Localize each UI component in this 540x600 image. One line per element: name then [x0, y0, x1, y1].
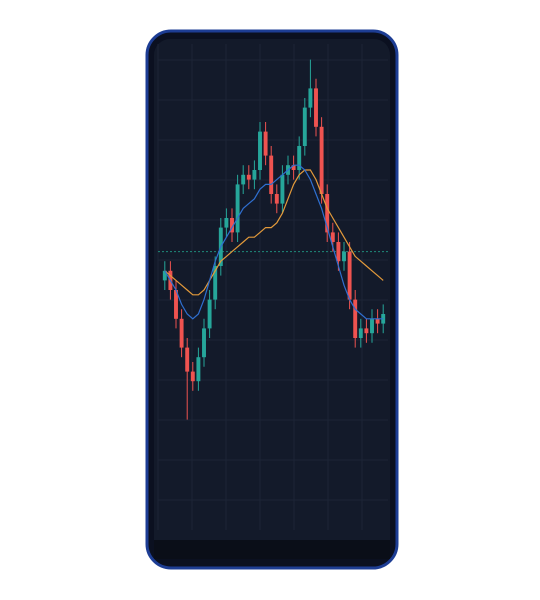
candle-body — [241, 174, 246, 185]
candle-body — [207, 299, 212, 329]
candle-body — [269, 155, 274, 194]
candle-body — [314, 88, 318, 127]
candle-body — [319, 126, 324, 194]
candle-body — [174, 290, 178, 319]
candle-body — [246, 174, 251, 180]
bottom-bar — [154, 540, 390, 559]
candle-body — [258, 131, 262, 170]
candle-body — [213, 266, 218, 300]
candle-body — [291, 165, 296, 170]
candle-body — [375, 318, 380, 324]
candle-body — [274, 194, 279, 204]
candle-body — [347, 251, 352, 300]
candle-body — [308, 88, 313, 108]
candle-body — [235, 184, 240, 233]
candle-body — [185, 347, 190, 372]
candle-body — [252, 170, 257, 180]
candle-body — [196, 357, 201, 382]
candle-body — [325, 194, 330, 233]
candle-body — [297, 146, 302, 170]
candle-body — [330, 232, 335, 242]
candle-body — [302, 107, 307, 146]
candle-body — [162, 270, 167, 281]
screen — [154, 39, 390, 559]
candle-body — [224, 218, 229, 228]
moving-average-line — [164, 169, 384, 296]
candle-body — [336, 242, 341, 262]
candle-body — [230, 218, 234, 233]
candle-body — [263, 131, 268, 156]
candle-body — [370, 318, 374, 334]
candle-body — [342, 251, 346, 262]
candle-body — [353, 299, 358, 338]
candle-body — [364, 328, 369, 334]
candle-body — [358, 328, 363, 338]
moving-average-line — [164, 164, 384, 320]
candle-body — [190, 371, 195, 382]
candle-body — [280, 174, 285, 204]
candle-body — [179, 318, 184, 348]
candle-body — [202, 328, 206, 358]
chart — [157, 44, 388, 530]
